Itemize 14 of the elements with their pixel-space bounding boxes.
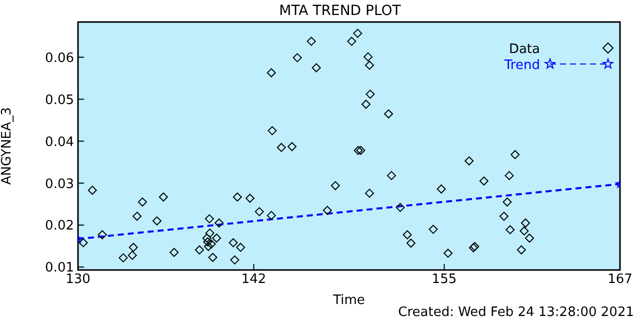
x-tick-label: 130	[66, 272, 90, 288]
chart-title: MTA TREND PLOT	[279, 3, 402, 19]
y-tick-label: 0.05	[45, 92, 74, 108]
y-tick-label: 0.02	[45, 218, 74, 234]
text: Created: Wed Feb 24 13:28:00 2021	[398, 305, 634, 320]
y-axis-title: ANGYNEA_3	[0, 107, 15, 185]
legend-label: Trend	[503, 58, 540, 73]
x-tick-label: 167	[608, 272, 632, 288]
x-tick-label: 155	[432, 272, 457, 288]
y-tick-label: 0.06	[45, 50, 74, 66]
x-axis-title: Time	[332, 293, 365, 308]
y-tick-label: 0.03	[45, 176, 74, 192]
y-tick-label: 0.04	[45, 134, 74, 150]
x-tick-label: 142	[241, 272, 266, 288]
